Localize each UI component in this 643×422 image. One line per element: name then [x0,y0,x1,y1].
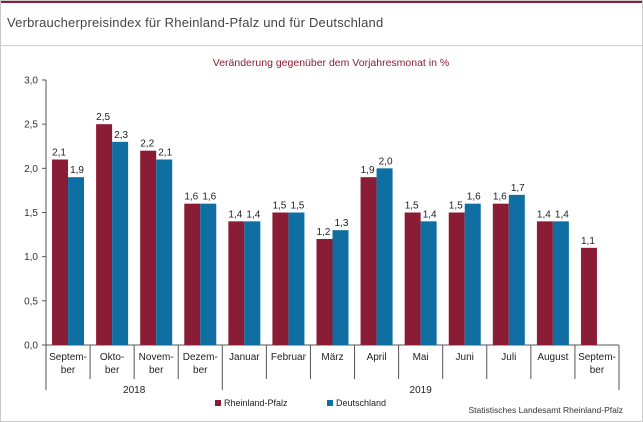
bar-deutschland [112,141,129,345]
data-label: 1,6 [184,192,198,203]
y-tick-label: 1,0 [24,252,38,263]
data-label: 1,5 [449,201,463,212]
x-tick-label: Mai [413,352,429,363]
data-label: 1,5 [272,201,286,212]
y-tick-label: 0,5 [24,296,38,307]
data-label: 2,1 [158,148,172,159]
x-tick-label: Septem- [578,352,616,363]
data-label: 1,4 [423,209,437,220]
data-label: 1,7 [511,183,525,194]
x-tick-label: Novem- [139,352,174,363]
chart-subtitle: Veränderung gegenüber dem Vorjahresmonat… [213,57,449,69]
x-tick-label: Januar [229,352,260,363]
data-label: 1,1 [581,236,595,247]
x-tick-label: Okto- [100,352,124,363]
bar-rheinland-pfalz [96,124,113,346]
bar-rheinland-pfalz [140,150,157,345]
data-label: 1,6 [202,192,216,203]
bar-deutschland [244,221,261,345]
y-tick-label: 1,5 [24,208,38,219]
y-tick-label: 0,0 [24,341,38,352]
x-tick-label: ber [193,365,208,376]
x-tick-label: ber [149,365,164,376]
data-label: 2,1 [52,148,66,159]
data-label: 1,5 [405,201,419,212]
data-label: 1,2 [317,227,331,238]
bar-deutschland [288,212,305,345]
data-label: 1,4 [228,209,242,220]
data-label: 1,6 [467,192,481,203]
data-label: 1,3 [335,218,349,229]
bar-deutschland [552,221,569,345]
bar-deutschland [420,221,437,345]
x-tick-label: Dezem- [183,352,218,363]
year-label: 2019 [410,385,433,396]
y-tick-label: 2,0 [24,164,38,175]
legend-label: Deutschland [336,398,386,408]
x-tick-label: ber [590,365,605,376]
bar-deutschland [508,194,525,345]
bar-deutschland [332,230,349,345]
bar-deutschland [156,159,173,345]
bar-rheinland-pfalz [228,221,245,345]
chart-header: Verbraucherpreisindex für Rheinland-Pfal… [1,1,642,46]
bar-deutschland [68,177,85,345]
data-label: 2,3 [114,130,128,141]
chart-legend: Rheinland-Pfalz Deutschland [215,398,386,408]
data-label: 1,4 [246,209,260,220]
x-tick-label: Septem- [49,352,87,363]
x-tick-label: Februar [271,352,307,363]
x-tick-label: Juni [456,352,474,363]
y-tick-label: 3,0 [24,76,38,87]
data-label: 1,4 [555,209,569,220]
x-tick-label: August [537,352,568,363]
bar-rheinland-pfalz [580,247,597,345]
x-tick-label: Juli [501,352,516,363]
bar-chart: Veränderung gegenüber dem Vorjahresmonat… [24,57,624,415]
legend-swatch [215,400,221,406]
x-tick-label: März [321,352,343,363]
bar-deutschland [200,203,217,345]
bar-rheinland-pfalz [492,203,509,345]
data-label: 2,2 [140,139,154,150]
chart-data-labels: 2,1 2,5 2,2 1,6 1,4 1,5 1,2 1,9 1,5 1,5 1,6 1,4 1,1 1… [52,112,595,247]
data-label: 1,6 [493,192,507,203]
x-axis-labels: Septem-ber Okto-ber Novem-ber Dezem-ber Janu… [49,352,616,396]
bar-rheinland-pfalz [536,221,553,345]
bar-rheinland-pfalz [448,212,465,345]
data-label: 2,5 [96,112,110,123]
source-note: Statistisches Landesamt Rheinland-Pfalz [469,405,624,415]
bar-rheinland-pfalz [52,159,69,345]
data-label: 1,9 [361,165,375,176]
chart-bars [52,124,597,346]
legend-swatch [327,400,333,406]
x-tick-label: ber [105,365,120,376]
data-label: 2,0 [379,156,393,167]
y-tick-label: 2,5 [24,120,38,131]
chart-title: Verbraucherpreisindex für Rheinland-Pfal… [7,15,384,30]
data-label: 1,9 [70,165,84,176]
data-label: 1,5 [290,201,304,212]
bar-deutschland [376,168,393,345]
x-tick-label: April [367,352,387,363]
bar-rheinland-pfalz [184,203,201,345]
bar-rheinland-pfalz [272,212,289,345]
bar-rheinland-pfalz [360,177,377,345]
bar-rheinland-pfalz [404,212,421,345]
year-label: 2018 [123,385,146,396]
bar-rheinland-pfalz [316,239,333,345]
data-label: 1,4 [537,209,551,220]
legend-label: Rheinland-Pfalz [224,398,288,408]
x-tick-label: ber [61,365,76,376]
bar-deutschland [464,203,481,345]
